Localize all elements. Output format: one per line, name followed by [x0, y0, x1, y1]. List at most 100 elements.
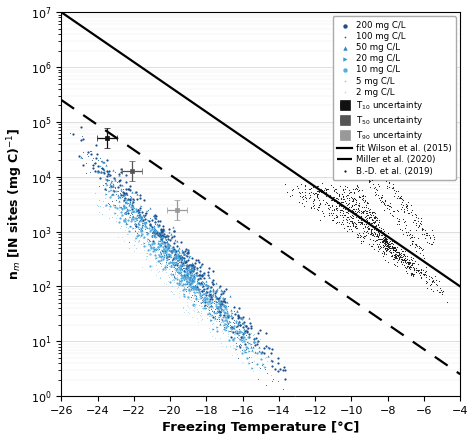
10 mg C/L	[175, 264, 183, 271]
B.-D. et al. (2019)	[392, 261, 399, 268]
Point	[352, 221, 359, 228]
5 mg C/L	[195, 291, 202, 298]
Point	[396, 253, 403, 260]
10 mg C/L	[148, 225, 156, 232]
10 mg C/L	[244, 355, 251, 362]
Point	[391, 244, 398, 251]
200 mg C/L	[129, 199, 137, 206]
Point	[298, 188, 305, 195]
200 mg C/L	[173, 242, 181, 249]
Point	[354, 205, 362, 212]
100 mg C/L	[103, 175, 110, 182]
100 mg C/L	[82, 160, 90, 167]
10 mg C/L	[157, 257, 165, 264]
Point	[383, 236, 390, 243]
Point	[384, 202, 392, 209]
5 mg C/L	[146, 246, 154, 253]
2 mg C/L	[206, 312, 214, 319]
Point	[365, 224, 372, 231]
5 mg C/L	[187, 271, 194, 278]
50 mg C/L	[196, 290, 204, 297]
20 mg C/L	[209, 312, 216, 319]
50 mg C/L	[152, 226, 160, 233]
100 mg C/L	[91, 160, 98, 167]
10 mg C/L	[175, 270, 183, 277]
100 mg C/L	[101, 180, 109, 187]
Point	[336, 183, 343, 190]
B.-D. et al. (2019)	[422, 274, 429, 281]
200 mg C/L	[230, 304, 237, 311]
2 mg C/L	[176, 276, 183, 283]
Point	[379, 239, 386, 246]
Point	[414, 215, 421, 222]
200 mg C/L	[274, 367, 282, 374]
Point	[371, 224, 378, 231]
200 mg C/L	[228, 314, 236, 321]
Point	[357, 215, 365, 222]
100 mg C/L	[177, 266, 185, 273]
2 mg C/L	[175, 290, 182, 297]
200 mg C/L	[239, 324, 247, 331]
Point	[403, 264, 411, 271]
200 mg C/L	[169, 255, 177, 262]
Point	[417, 244, 425, 251]
2 mg C/L	[164, 278, 172, 285]
Point	[404, 259, 412, 266]
Point	[343, 214, 351, 221]
50 mg C/L	[152, 226, 159, 233]
20 mg C/L	[164, 256, 172, 263]
10 mg C/L	[189, 285, 196, 292]
Point	[358, 195, 366, 202]
50 mg C/L	[185, 274, 192, 281]
Point	[367, 228, 374, 235]
100 mg C/L	[156, 237, 164, 244]
50 mg C/L	[131, 189, 138, 196]
200 mg C/L	[183, 270, 191, 277]
20 mg C/L	[135, 220, 143, 227]
Point	[343, 195, 351, 202]
Point	[334, 196, 342, 203]
Point	[306, 193, 314, 200]
20 mg C/L	[219, 305, 226, 312]
200 mg C/L	[246, 330, 253, 337]
5 mg C/L	[146, 250, 154, 257]
200 mg C/L	[271, 365, 278, 372]
5 mg C/L	[184, 281, 191, 288]
Point	[409, 261, 416, 268]
2 mg C/L	[194, 296, 201, 303]
200 mg C/L	[217, 311, 224, 318]
10 mg C/L	[207, 300, 214, 307]
20 mg C/L	[173, 260, 180, 268]
2 mg C/L	[178, 281, 186, 288]
Point	[359, 194, 366, 202]
50 mg C/L	[180, 256, 188, 263]
Point	[381, 241, 389, 248]
Point	[352, 201, 359, 208]
200 mg C/L	[138, 209, 146, 216]
Point	[416, 220, 424, 227]
200 mg C/L	[216, 308, 224, 315]
100 mg C/L	[254, 375, 262, 382]
B.-D. et al. (2019)	[422, 277, 429, 284]
5 mg C/L	[152, 245, 160, 252]
200 mg C/L	[239, 313, 247, 320]
Point	[352, 224, 360, 231]
Point	[349, 207, 356, 214]
5 mg C/L	[187, 275, 195, 282]
50 mg C/L	[168, 248, 175, 255]
200 mg C/L	[182, 246, 190, 253]
100 mg C/L	[155, 233, 163, 240]
Point	[397, 193, 404, 200]
Point	[415, 245, 423, 252]
B.-D. et al. (2019)	[281, 180, 288, 187]
Point	[398, 260, 405, 268]
Point	[427, 281, 435, 288]
200 mg C/L	[209, 267, 217, 274]
50 mg C/L	[187, 276, 194, 283]
B.-D. et al. (2019)	[314, 203, 322, 210]
Point	[387, 250, 395, 257]
Point	[419, 231, 426, 238]
10 mg C/L	[120, 218, 128, 225]
Point	[353, 196, 360, 203]
Point	[407, 231, 414, 238]
